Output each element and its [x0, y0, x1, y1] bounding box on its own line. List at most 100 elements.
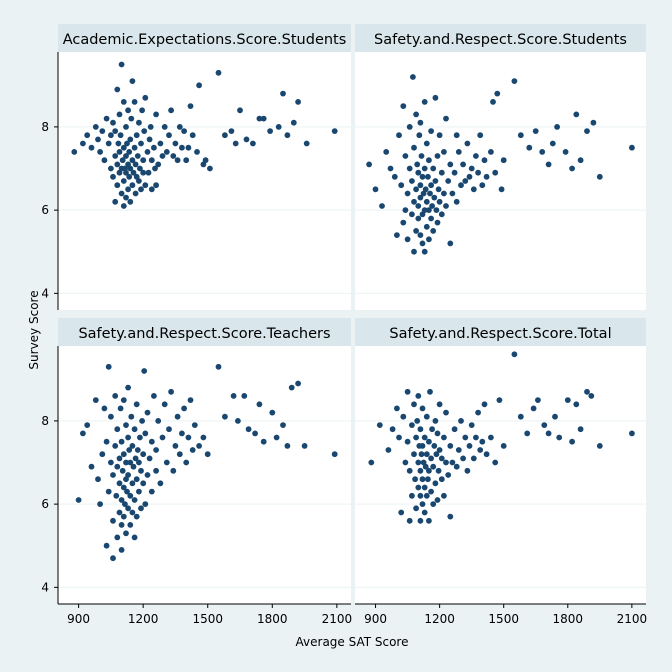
data-point	[99, 128, 106, 135]
data-point	[84, 422, 91, 428]
data-point	[423, 223, 430, 230]
data-point	[443, 409, 449, 416]
data-point	[110, 173, 116, 180]
data-point	[130, 463, 137, 470]
data-point	[524, 430, 531, 437]
data-point	[413, 228, 419, 234]
data-point	[110, 517, 116, 524]
data-point	[140, 157, 147, 164]
data-point	[267, 128, 273, 135]
data-point	[404, 236, 411, 243]
data-point	[181, 405, 188, 412]
data-point	[460, 455, 466, 462]
data-point	[153, 447, 160, 453]
x-tick-label: 2100	[322, 612, 353, 626]
data-point	[275, 124, 282, 130]
data-point	[183, 459, 190, 466]
data-point	[492, 459, 499, 466]
data-point	[136, 178, 142, 184]
data-points	[75, 363, 338, 562]
data-point	[114, 182, 121, 189]
data-point	[483, 451, 490, 458]
data-point	[159, 434, 166, 441]
data-point	[172, 140, 179, 147]
data-point	[400, 103, 407, 109]
data-point	[138, 140, 144, 147]
data-point	[189, 447, 196, 453]
data-point	[119, 157, 126, 164]
data-point	[409, 422, 415, 428]
data-point	[517, 413, 524, 420]
data-point	[429, 426, 435, 433]
data-point	[161, 401, 168, 408]
data-point	[118, 497, 125, 503]
data-point	[415, 484, 422, 491]
data-point	[132, 455, 139, 462]
data-point	[161, 124, 168, 130]
data-point	[453, 198, 460, 205]
data-point	[133, 132, 140, 139]
data-point	[376, 422, 383, 428]
data-point	[141, 368, 148, 374]
data-point	[451, 169, 458, 176]
data-point	[144, 472, 151, 478]
data-point	[415, 203, 422, 209]
data-point	[372, 186, 379, 193]
data-point	[406, 467, 413, 474]
data-point	[481, 157, 488, 164]
data-point	[366, 161, 372, 168]
data-point	[131, 99, 138, 105]
data-point	[108, 413, 114, 420]
data-point	[500, 157, 507, 164]
data-point	[406, 517, 413, 524]
data-point	[133, 476, 140, 483]
data-point	[423, 451, 430, 458]
data-point	[554, 124, 560, 130]
panel-header	[355, 318, 646, 346]
panel-2: Safety.and.Respect.Score.Students	[355, 24, 646, 310]
data-point	[414, 161, 421, 168]
data-point	[458, 418, 464, 424]
panel-title: Safety.and.Respect.Score.Students	[374, 32, 627, 48]
data-point	[230, 393, 237, 399]
data-point	[134, 447, 141, 453]
data-point	[473, 434, 479, 441]
data-point	[385, 447, 392, 453]
data-point	[118, 438, 125, 445]
data-point	[123, 124, 129, 130]
data-point	[466, 443, 473, 449]
x-axis-label: Average SAT Score	[296, 635, 409, 649]
data-point	[127, 459, 134, 466]
data-point	[116, 455, 123, 462]
data-point	[95, 136, 101, 143]
data-point	[142, 94, 149, 101]
data-point	[127, 492, 134, 499]
data-point	[413, 505, 419, 512]
data-point	[470, 455, 477, 462]
data-point	[545, 161, 552, 168]
x-tick-label: 1200	[128, 612, 159, 626]
data-point	[136, 119, 142, 126]
data-point	[118, 522, 125, 528]
data-point	[92, 397, 99, 403]
data-point	[432, 418, 439, 424]
data-point	[422, 186, 429, 193]
data-point	[428, 182, 434, 189]
data-point	[418, 153, 425, 159]
data-point	[417, 426, 424, 433]
data-point	[153, 467, 160, 474]
data-point	[118, 61, 125, 68]
data-point	[127, 522, 134, 528]
data-point	[120, 178, 127, 184]
data-point	[453, 463, 460, 470]
data-point	[131, 426, 138, 433]
data-point	[409, 211, 415, 218]
data-point	[394, 405, 400, 412]
data-point	[172, 443, 179, 449]
data-point	[176, 451, 183, 458]
data-point	[426, 157, 432, 164]
data-point	[118, 547, 125, 553]
data-point	[140, 480, 147, 487]
data-point	[125, 434, 131, 441]
plot-area	[58, 52, 351, 310]
